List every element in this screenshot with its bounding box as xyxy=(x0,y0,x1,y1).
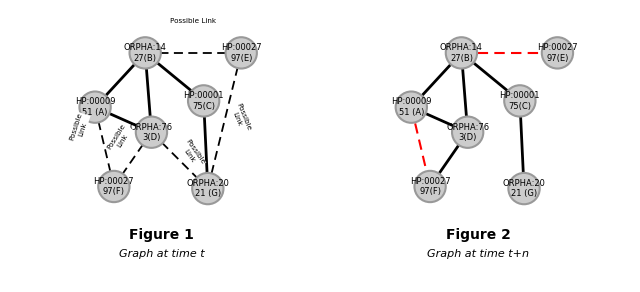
Text: ORPHA:76
3(D): ORPHA:76 3(D) xyxy=(446,123,489,142)
Circle shape xyxy=(396,91,427,123)
Text: HP:00009
51 (A): HP:00009 51 (A) xyxy=(391,98,431,117)
Text: Graph at time t+n: Graph at time t+n xyxy=(427,249,529,259)
Circle shape xyxy=(98,171,129,202)
Text: HP:00001
75(C): HP:00001 75(C) xyxy=(500,91,540,111)
Circle shape xyxy=(504,85,536,117)
Circle shape xyxy=(188,85,220,117)
Text: Possible
Link: Possible Link xyxy=(106,123,132,154)
Text: Possible
Link: Possible Link xyxy=(68,112,90,144)
Circle shape xyxy=(452,117,483,148)
Circle shape xyxy=(192,173,223,204)
Text: HP:00027
97(E): HP:00027 97(E) xyxy=(537,43,578,62)
Circle shape xyxy=(542,37,573,69)
Text: ORPHA:76
3(D): ORPHA:76 3(D) xyxy=(130,123,173,142)
Text: HP:00027
97(F): HP:00027 97(F) xyxy=(93,177,134,196)
Circle shape xyxy=(415,171,445,202)
Text: ORPHA:20
21 (G): ORPHA:20 21 (G) xyxy=(186,179,229,198)
Text: ORPHA:20
21 (G): ORPHA:20 21 (G) xyxy=(502,179,545,198)
Circle shape xyxy=(129,37,161,69)
Text: HP:00009
51 (A): HP:00009 51 (A) xyxy=(75,98,115,117)
Circle shape xyxy=(79,91,111,123)
Text: HP:00001
75(C): HP:00001 75(C) xyxy=(184,91,224,111)
Text: ORPHA:14
27(B): ORPHA:14 27(B) xyxy=(440,43,483,62)
Text: Possible
Link: Possible Link xyxy=(179,138,206,170)
Text: Possible
Link: Possible Link xyxy=(228,102,252,133)
Circle shape xyxy=(136,117,167,148)
Text: HP:00027
97(E): HP:00027 97(E) xyxy=(221,43,262,62)
Text: Graph at time t: Graph at time t xyxy=(119,249,205,259)
Text: ORPHA:14
27(B): ORPHA:14 27(B) xyxy=(124,43,166,62)
Text: Figure 2: Figure 2 xyxy=(445,228,511,242)
Circle shape xyxy=(225,37,257,69)
Text: Figure 1: Figure 1 xyxy=(129,228,195,242)
Circle shape xyxy=(508,173,540,204)
Circle shape xyxy=(445,37,477,69)
Text: Possible Link: Possible Link xyxy=(170,18,216,24)
Text: HP:00027
97(F): HP:00027 97(F) xyxy=(410,177,451,196)
